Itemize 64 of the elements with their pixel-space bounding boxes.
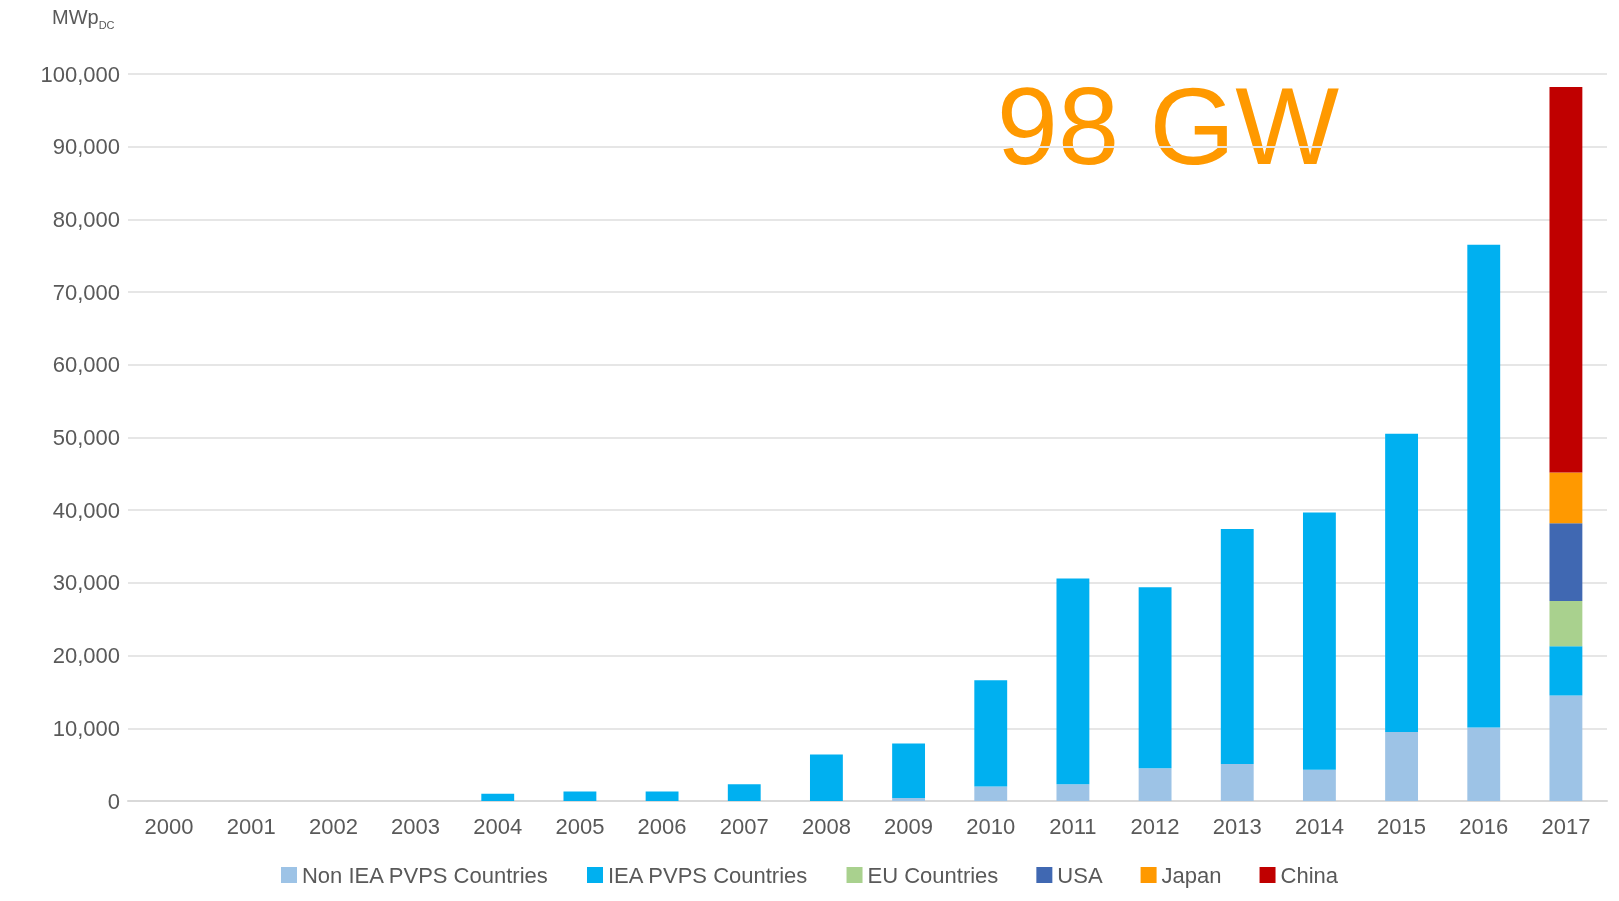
x-tick-label: 2015: [1377, 813, 1427, 839]
bar: [1220, 763, 1254, 801]
bar: [1467, 727, 1501, 801]
y-tick-label: 70,000: [52, 279, 120, 305]
bar: [1549, 472, 1583, 524]
y-tick-label: 40,000: [52, 497, 120, 523]
x-tick-label: 2006: [637, 813, 687, 839]
x-tick-label: 2011: [1049, 813, 1097, 839]
x-tick-label: 2002: [308, 813, 358, 839]
legend-label: USA: [1057, 862, 1103, 888]
x-tick-label: 2003: [391, 813, 441, 839]
y-tick-label: 80,000: [52, 206, 120, 232]
bar: [1056, 784, 1090, 801]
bar: [1549, 87, 1583, 473]
x-tick-label: 2010: [966, 813, 1016, 839]
x-tick-label: 2001: [226, 813, 276, 839]
bar: [974, 786, 1008, 801]
y-tick-label: 90,000: [52, 134, 120, 160]
bar: [1385, 731, 1419, 801]
x-tick-label: 2014: [1294, 813, 1344, 839]
y-tick-label: 60,000: [52, 352, 120, 378]
bar: [892, 798, 926, 801]
bar: [1138, 587, 1172, 769]
bar: [1549, 523, 1583, 602]
y-tick-label: 0: [107, 788, 120, 814]
x-tick-label: 2007: [719, 813, 769, 839]
y-tick-label: 20,000: [52, 643, 120, 669]
legend-label: IEA PVPS Countries: [607, 862, 808, 888]
bar: [1056, 578, 1090, 785]
bar: [1138, 768, 1172, 801]
legend-label: Japan: [1161, 862, 1222, 888]
annotation: 98 GW: [996, 63, 1340, 187]
x-tick-label: 2013: [1212, 813, 1262, 839]
y-tick-label: 100,000: [40, 61, 120, 87]
x-tick-label: 2012: [1130, 813, 1180, 839]
bar: [645, 791, 679, 801]
x-tick-label: 2016: [1459, 813, 1509, 839]
bar: [1549, 601, 1583, 647]
x-tick-label: 2009: [884, 813, 934, 839]
x-tick-label: 2004: [473, 813, 523, 839]
x-tick-label: 2017: [1541, 813, 1591, 839]
legend-label: EU Countries: [867, 862, 999, 888]
y-tick-label: 50,000: [52, 425, 120, 450]
bar: [892, 743, 926, 799]
y-tick-label: 10,000: [52, 715, 120, 741]
bar: [563, 791, 597, 801]
x-tick-label: 2008: [801, 813, 851, 839]
bar: [481, 793, 515, 801]
x-tick-label: 2005: [555, 813, 605, 839]
y-axis-title: MWp$_{DC}$: [52, 6, 115, 31]
bar: [1302, 769, 1336, 801]
y-tick-label: 30,000: [52, 570, 120, 596]
bar: [974, 680, 1008, 787]
bar: [1385, 433, 1419, 732]
bar: [1549, 695, 1583, 801]
bar: [1549, 646, 1583, 696]
legend-label: China: [1280, 862, 1339, 888]
bar: [1220, 529, 1254, 764]
x-tick-label: 2000: [144, 813, 194, 839]
bar: [1302, 512, 1336, 770]
bar: [809, 754, 843, 801]
bar: [727, 784, 761, 801]
bar: [1467, 244, 1501, 728]
legend-label: Non IEA PVPS Countries: [301, 862, 548, 888]
